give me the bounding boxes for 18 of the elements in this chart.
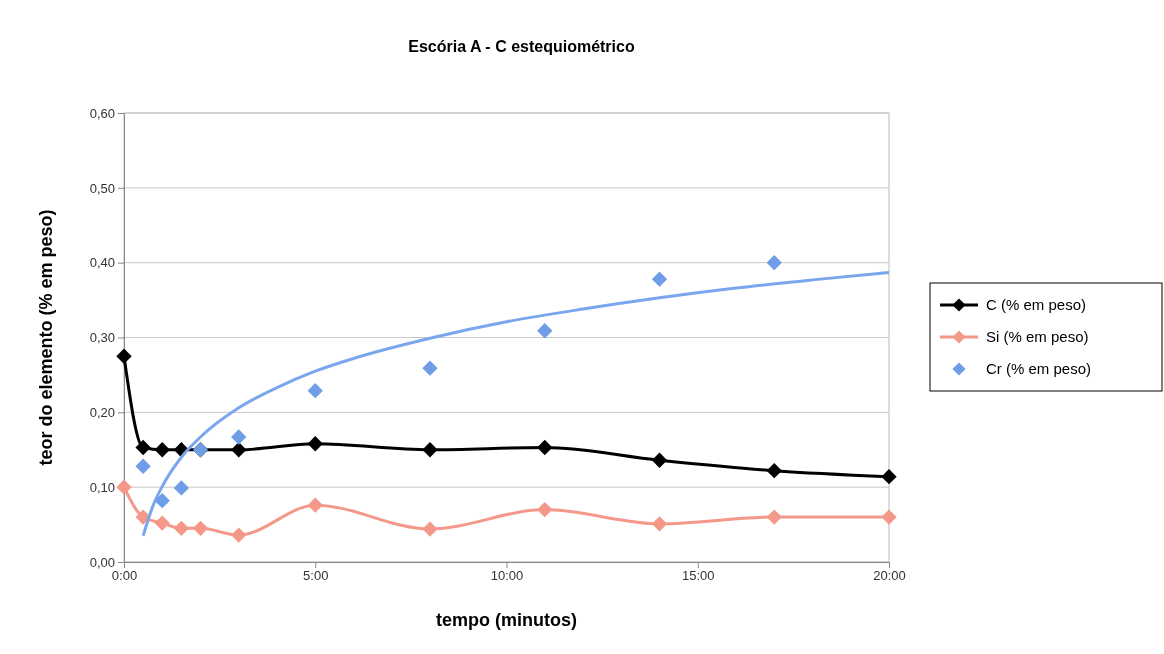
y-tick-label: 0,50 — [89, 180, 115, 196]
legend-label: Cr (% em peso) — [986, 360, 1092, 377]
y-tick-label: 0,60 — [89, 105, 115, 121]
y-tick-label: 0,30 — [89, 330, 115, 346]
legend-label: Si (% em peso) — [986, 328, 1089, 345]
chart-title: Escória A - C estequiométrico — [408, 38, 635, 55]
legend-label: C (% em peso) — [986, 296, 1087, 313]
y-tick-label: 0,10 — [89, 479, 115, 495]
y-tick-label: 0,20 — [89, 404, 115, 420]
y-axis-title: teor do elemento (% em peso) — [36, 209, 56, 466]
x-tick-label: 15:00 — [681, 568, 715, 584]
x-tick-label: 10:00 — [490, 568, 524, 584]
x-axis-title: tempo (minutos) — [436, 610, 577, 630]
y-tick-label: 0,40 — [89, 255, 115, 271]
x-tick-label: 20:00 — [873, 568, 906, 584]
x-tick-label: 5:00 — [303, 568, 329, 584]
x-tick-label: 0:00 — [111, 568, 138, 584]
y-tick-label: 0,00 — [89, 554, 115, 570]
